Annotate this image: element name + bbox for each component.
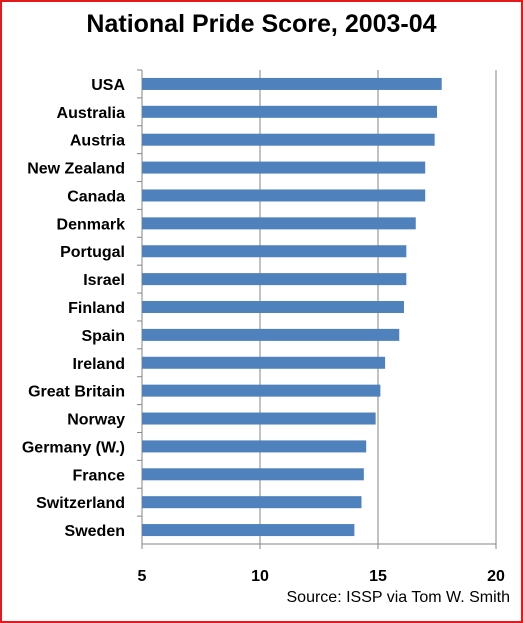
category-label: Denmark <box>57 216 126 233</box>
bar-16 <box>142 524 355 537</box>
x-tick-label: 10 <box>251 568 269 585</box>
bar-10 <box>142 356 386 369</box>
bar-8 <box>142 301 404 313</box>
category-label: Australia <box>57 105 126 122</box>
category-label: Norway <box>67 412 125 429</box>
category-label: Germany (W.) <box>22 439 125 456</box>
bar-3 <box>142 161 426 174</box>
category-label: Canada <box>67 188 125 205</box>
chart-title: National Pride Score, 2003-04 <box>86 10 437 38</box>
bar-4 <box>142 189 426 202</box>
category-label: Portugal <box>60 244 125 261</box>
bar-0 <box>142 77 442 90</box>
category-label: Great Britain <box>28 384 125 401</box>
category-label: Israel <box>83 272 125 289</box>
source-note: Source: ISSP via Tom W. Smith <box>286 589 511 606</box>
bar-1 <box>142 105 437 118</box>
bar-6 <box>142 245 407 258</box>
category-label: USA <box>91 77 125 94</box>
category-label: Sweden <box>65 523 125 540</box>
category-label: Austria <box>70 133 125 150</box>
category-label: Spain <box>81 328 125 345</box>
bar-11 <box>142 384 381 397</box>
bar-7 <box>142 273 407 286</box>
category-label: Ireland <box>73 356 125 373</box>
bar-2 <box>142 133 435 146</box>
bar-14 <box>142 468 364 481</box>
bar-5 <box>142 217 416 230</box>
category-label: France <box>73 467 126 484</box>
bar-12 <box>142 412 376 425</box>
bar-9 <box>142 328 400 341</box>
x-tick-label: 5 <box>138 568 147 585</box>
x-tick-label: 15 <box>369 568 387 585</box>
category-label: Switzerland <box>36 495 125 512</box>
bar-15 <box>142 496 362 509</box>
category-label: Finland <box>68 300 125 317</box>
bar-13 <box>142 440 367 453</box>
x-tick-label: 20 <box>487 568 505 585</box>
category-label: New Zealand <box>27 161 125 178</box>
